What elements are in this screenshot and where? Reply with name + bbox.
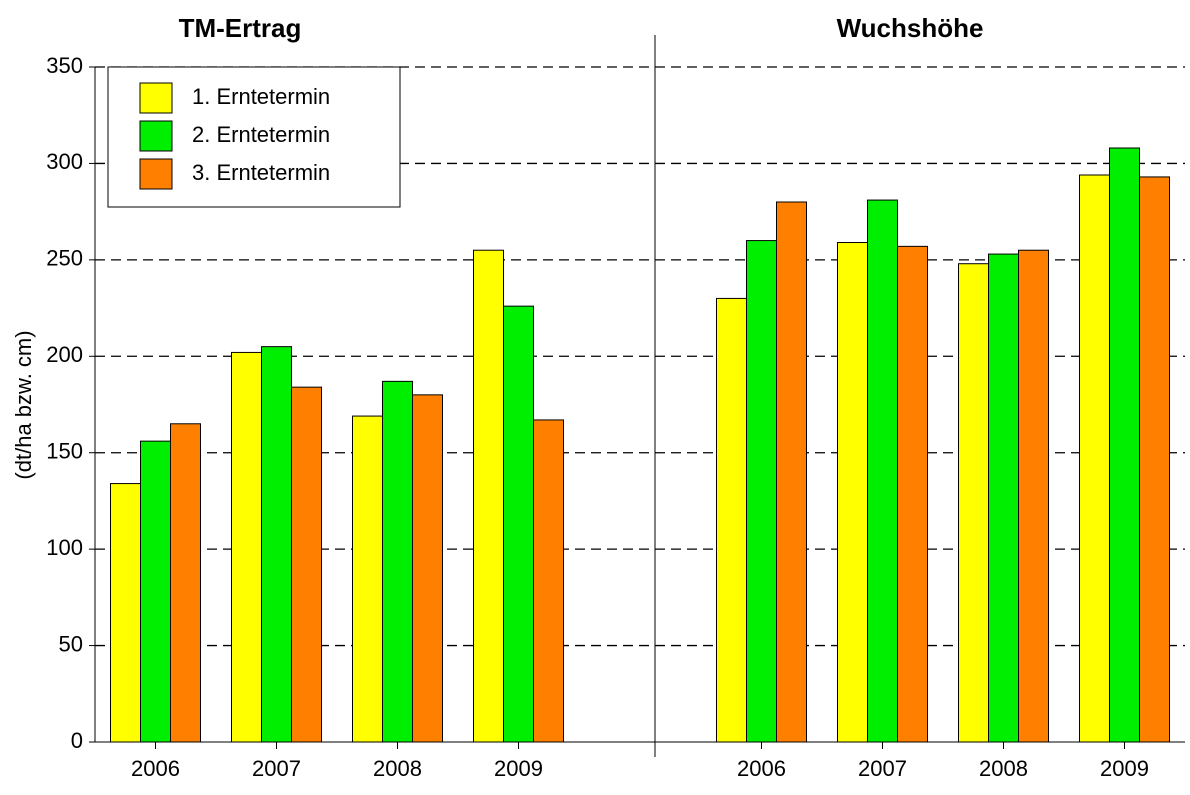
chart-title: Wuchshöhe: [837, 13, 984, 43]
bar: [746, 240, 777, 743]
bar: [988, 253, 1019, 743]
y-tick-label: 250: [46, 246, 83, 271]
bar: [412, 394, 443, 743]
bar: [352, 415, 383, 743]
legend-swatch: [139, 82, 173, 114]
y-tick-label: 200: [46, 342, 83, 367]
legend-swatch: [139, 120, 173, 152]
x-tick-label: 2009: [494, 756, 543, 781]
y-tick-label: 150: [46, 439, 83, 464]
legend-label: 2. Erntetermin: [192, 122, 330, 147]
x-tick-label: 2008: [979, 756, 1028, 781]
bar: [1109, 147, 1140, 743]
bar: [231, 351, 262, 743]
bar: [261, 346, 292, 743]
y-tick-label: 350: [46, 53, 83, 78]
bar: [867, 199, 898, 743]
x-tick-label: 2006: [131, 756, 180, 781]
x-tick-label: 2009: [1100, 756, 1149, 781]
bar: [958, 263, 989, 743]
bar: [140, 440, 171, 743]
y-tick-label: 300: [46, 149, 83, 174]
bar: [776, 201, 807, 743]
bar: [382, 380, 413, 743]
bar: [170, 423, 201, 743]
legend-label: 3. Erntetermin: [192, 160, 330, 185]
y-tick-label: 100: [46, 535, 83, 560]
bar: [897, 245, 928, 743]
bar: [1139, 176, 1170, 743]
bar: [837, 242, 868, 743]
y-tick-label: 50: [59, 631, 83, 656]
chart-title: TM-Ertrag: [179, 13, 302, 43]
x-tick-label: 2008: [373, 756, 422, 781]
x-tick-label: 2007: [858, 756, 907, 781]
x-tick-label: 2006: [737, 756, 786, 781]
legend-swatch: [139, 158, 173, 190]
bar: [1018, 249, 1049, 743]
y-tick-label: 0: [71, 728, 83, 753]
x-tick-label: 2007: [252, 756, 301, 781]
bar: [533, 419, 564, 743]
bar: [473, 249, 504, 743]
y-axis-label: (dt/ha bzw. cm): [11, 330, 36, 479]
bar: [291, 386, 322, 743]
legend-label: 1. Erntetermin: [192, 84, 330, 109]
bar: [1079, 174, 1110, 743]
bar: [503, 305, 534, 743]
bar: [716, 297, 747, 743]
bar: [110, 483, 141, 743]
